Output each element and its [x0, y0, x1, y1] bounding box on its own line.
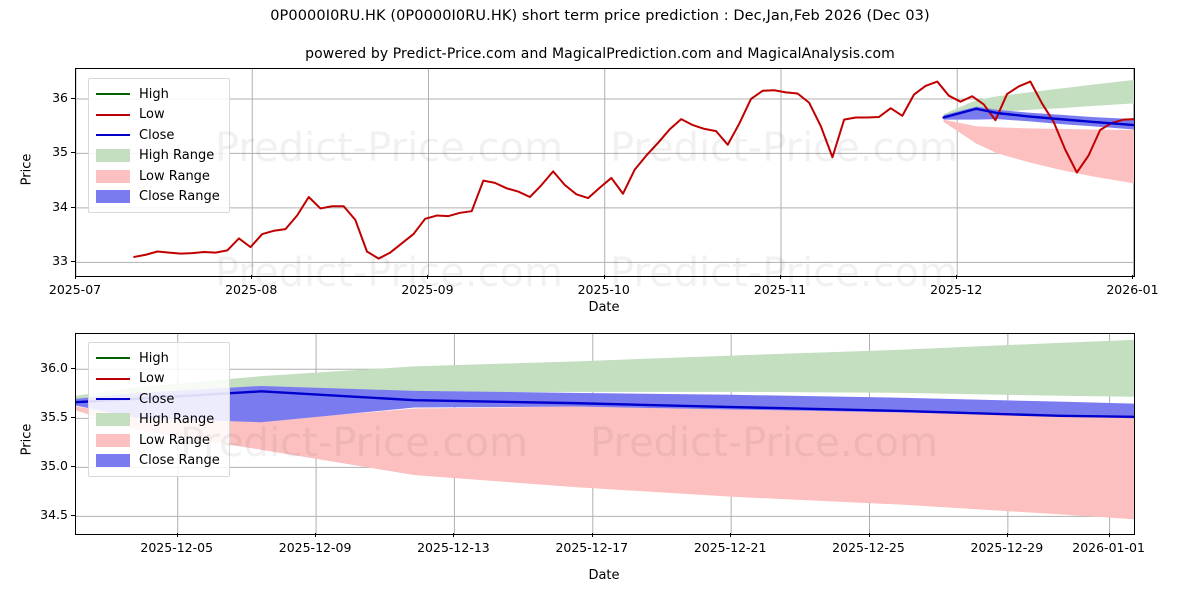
detail-legend-label: High: [139, 350, 169, 366]
detail-y-tick-label: 35.5: [40, 409, 68, 425]
overview-x-axis-label: Date: [588, 300, 620, 315]
overview-legend-item-low-range: Low Range: [96, 166, 220, 187]
overview-x-tick-mark: [1132, 275, 1134, 279]
detail-legend-item-low-range: Low Range: [96, 430, 220, 451]
overview-x-tick-label: 2025-10: [577, 282, 630, 297]
overview-legend-label: High Range: [139, 148, 215, 164]
overview-plot-area: [75, 68, 1135, 277]
detail-x-tick-label: 2026-01-01: [1072, 540, 1145, 555]
overview-legend-swatch-high-icon: [96, 88, 130, 101]
overview-panel: Price 33 34 35 36 2025-07 2025-08 2025-09 2025-…: [20, 68, 1159, 315]
detail-y-tick-label: 36.0: [40, 360, 68, 376]
overview-legend-swatch-low-range-icon: [96, 169, 130, 183]
overview-legend-item-close: Close: [96, 125, 220, 146]
overview-y-tick-mark: [71, 152, 75, 154]
detail-x-tick-label: 2025-12-21: [693, 540, 767, 555]
overview-legend-label: Low Range: [139, 168, 210, 184]
overview-x-tick-mark: [779, 275, 781, 279]
detail-x-tick-mark: [1108, 533, 1110, 537]
detail-legend-swatch-high-icon: [96, 352, 130, 365]
detail-x-tick-label: 2025-12-17: [555, 540, 629, 555]
detail-legend-label: High Range: [139, 412, 215, 428]
detail-y-tick-mark: [71, 368, 75, 370]
overview-y-tick-mark: [71, 261, 75, 263]
overview-legend: High Low Close High Range Low Range Close Ran…: [88, 78, 230, 213]
line-close: [942, 107, 1134, 127]
detail-x-tick-label: 2025-12-09: [278, 540, 352, 555]
page-subtitle: powered by Predict-Price.com and Magical…: [305, 46, 895, 62]
overview-legend-label: Close: [139, 127, 175, 143]
overview-x-tick-mark: [427, 275, 429, 279]
line-low: [133, 80, 1134, 260]
overview-legend-label: High: [139, 86, 169, 102]
overview-legend-swatch-high-range-icon: [96, 149, 130, 163]
overview-y-tick-label: 35: [52, 144, 68, 160]
overview-x-tick-label: 2025-11: [753, 282, 807, 297]
detail-x-tick-label: 2025-12-05: [140, 540, 214, 555]
overview-legend-item-high: High: [96, 84, 220, 105]
page-title: 0P0000I0RU.HK (0P0000I0RU.HK) short term…: [270, 8, 930, 24]
detail-y-tick-label: 35.0: [40, 458, 68, 474]
detail-legend-swatch-high-range-icon: [96, 413, 130, 427]
detail-legend-item-high-range: High Range: [96, 410, 220, 431]
overview-y-tick-label: 36: [52, 89, 68, 105]
overview-legend-label: Low: [139, 107, 165, 123]
detail-legend-label: Low: [139, 371, 165, 387]
detail-legend-swatch-low-range-icon: [96, 433, 130, 447]
overview-y-tick-mark: [71, 97, 75, 99]
overview-x-tick-label: 2025-09: [401, 282, 454, 297]
detail-x-tick-mark: [453, 533, 455, 537]
overview-x-tick-mark: [75, 275, 76, 279]
detail-y-tick-mark: [71, 417, 75, 419]
overview-legend-swatch-low-icon: [96, 108, 130, 121]
detail-x-axis-label: Date: [588, 568, 620, 583]
overview-x-tick-label: 2025-12: [930, 282, 983, 297]
overview-legend-item-low: Low: [96, 105, 220, 126]
overview-legend-label: Close Range: [139, 189, 220, 205]
overview-legend-item-high-range: High Range: [96, 146, 220, 167]
overview-x-tick-label: 2025-08: [225, 282, 278, 297]
detail-x-tick-mark: [868, 533, 870, 537]
detail-x-tick-label: 2025-12-13: [417, 540, 490, 555]
overview-x-tick-mark: [956, 275, 958, 279]
detail-x-tick-mark: [315, 533, 317, 537]
detail-x-tick-mark: [730, 533, 732, 537]
detail-legend: High Low Close High Range Low Range Close Ran…: [88, 342, 230, 477]
detail-x-tick-mark: [176, 533, 178, 537]
detail-legend-item-low: Low: [96, 369, 220, 390]
detail-x-tick-label: 2025-12-29: [970, 540, 1044, 555]
overview-legend-swatch-close-range-icon: [96, 190, 130, 204]
overview-x-tick-mark: [603, 275, 605, 279]
detail-legend-item-high: High: [96, 348, 220, 369]
overview-x-tick-label: 2025-07: [48, 282, 102, 297]
detail-legend-label: Close Range: [139, 453, 220, 469]
detail-x-tick-mark: [1006, 533, 1008, 537]
detail-y-tick-mark: [71, 515, 75, 517]
detail-panel: Price 34.5 35.0 35.5 36.0 2025-12-05 2025-12-…: [0, 320, 1200, 600]
detail-x-tick-mark: [591, 533, 593, 537]
detail-legend-swatch-close-icon: [96, 393, 130, 406]
band-low-range: [76, 406, 1134, 520]
detail-plot-area: [75, 333, 1135, 535]
overview-y-tick-mark: [71, 206, 75, 208]
band-low-range: [943, 119, 1134, 184]
overview-y-tick-label: 34: [52, 198, 68, 214]
overview-y-tick-label: 33: [52, 253, 68, 269]
detail-y-tick-mark: [71, 466, 75, 468]
overview-x-tick-label: 2026-01: [1106, 282, 1159, 297]
detail-y-tick-label: 34.5: [40, 507, 68, 523]
detail-legend-swatch-close-range-icon: [96, 454, 130, 468]
detail-legend-label: Close: [139, 391, 175, 407]
overview-x-tick-mark: [251, 275, 253, 279]
detail-legend-swatch-low-icon: [96, 372, 130, 385]
detail-x-tick-label: 2025-12-25: [832, 540, 905, 555]
detail-legend-item-close-range: Close Range: [96, 451, 220, 472]
overview-legend-swatch-close-icon: [96, 129, 130, 142]
detail-legend-label: Low Range: [139, 432, 210, 448]
overview-legend-item-close-range: Close Range: [96, 187, 220, 208]
detail-legend-item-close: Close: [96, 389, 220, 410]
band-high-range: [76, 339, 1134, 403]
